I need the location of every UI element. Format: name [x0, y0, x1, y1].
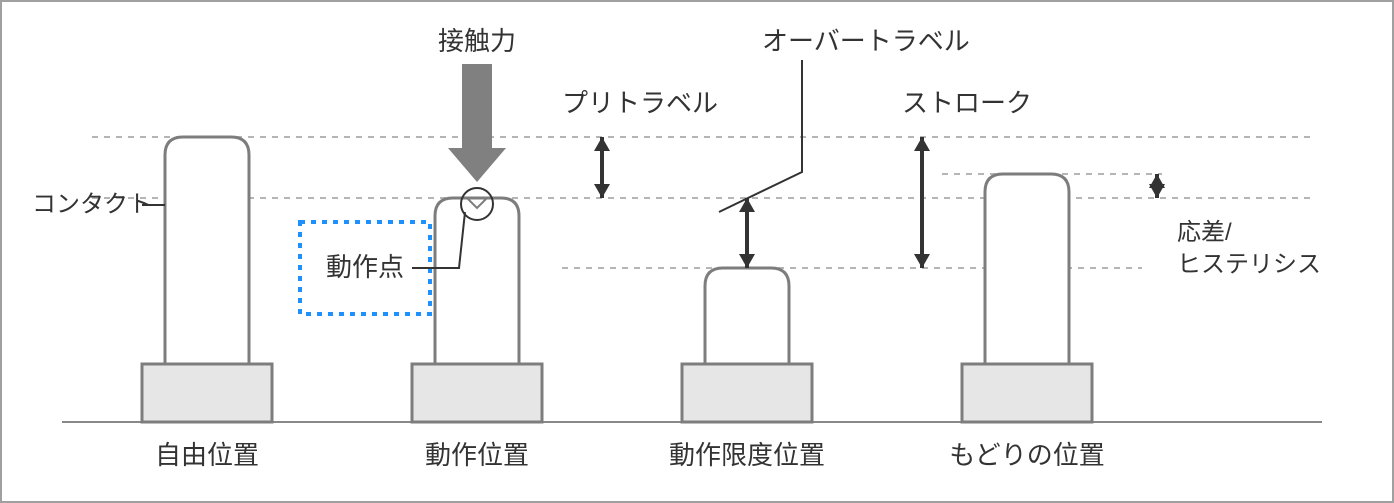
- label-stroke: ストローク: [902, 88, 1032, 118]
- label-hysteresis-2: ヒステリシス: [1177, 251, 1321, 278]
- pretravel-arrow-head-up: [594, 137, 610, 151]
- plunger-base-free: [142, 364, 272, 422]
- label-contact: コンタクト: [32, 191, 152, 218]
- label-op-point: 動作点: [326, 252, 404, 282]
- plunger-base-op: [412, 364, 542, 422]
- stroke-arrow-head-up: [914, 137, 930, 151]
- contact-force-arrow: [448, 64, 506, 182]
- plunger-shaft-limit: [705, 268, 789, 364]
- label-overtravel: オーバートラベル: [762, 26, 970, 56]
- plunger-base-return: [962, 364, 1092, 422]
- caption-return: もどりの位置: [949, 440, 1104, 470]
- stroke-arrow-head-dn: [914, 254, 930, 268]
- caption-free: 自由位置: [155, 440, 259, 470]
- diagram-svg: 自由位置 動作位置 動作限度位置 もどりの位置 接触力プリトラベル オーバートラベルストロ…: [2, 2, 1392, 501]
- plunger-shaft-free: [165, 137, 249, 364]
- overtravel-arrow-head-dn: [739, 254, 755, 268]
- label-contact-force: 接触力: [438, 26, 516, 56]
- label-pretravel: プリトラベル: [562, 88, 718, 118]
- caption-limit: 動作限度位置: [669, 440, 825, 470]
- plunger-shaft-return: [985, 174, 1069, 364]
- plunger-shaft-op: [435, 198, 519, 364]
- diagram-frame: 自由位置 動作位置 動作限度位置 もどりの位置 接触力プリトラベル オーバートラベルストロ…: [0, 0, 1394, 503]
- caption-op: 動作位置: [425, 440, 529, 470]
- pretravel-arrow-head-dn: [594, 184, 610, 198]
- label-hysteresis-1: 応差/: [1177, 219, 1232, 246]
- plunger-base-limit: [682, 364, 812, 422]
- hysteresis-arrow-head-dn: [1149, 184, 1165, 198]
